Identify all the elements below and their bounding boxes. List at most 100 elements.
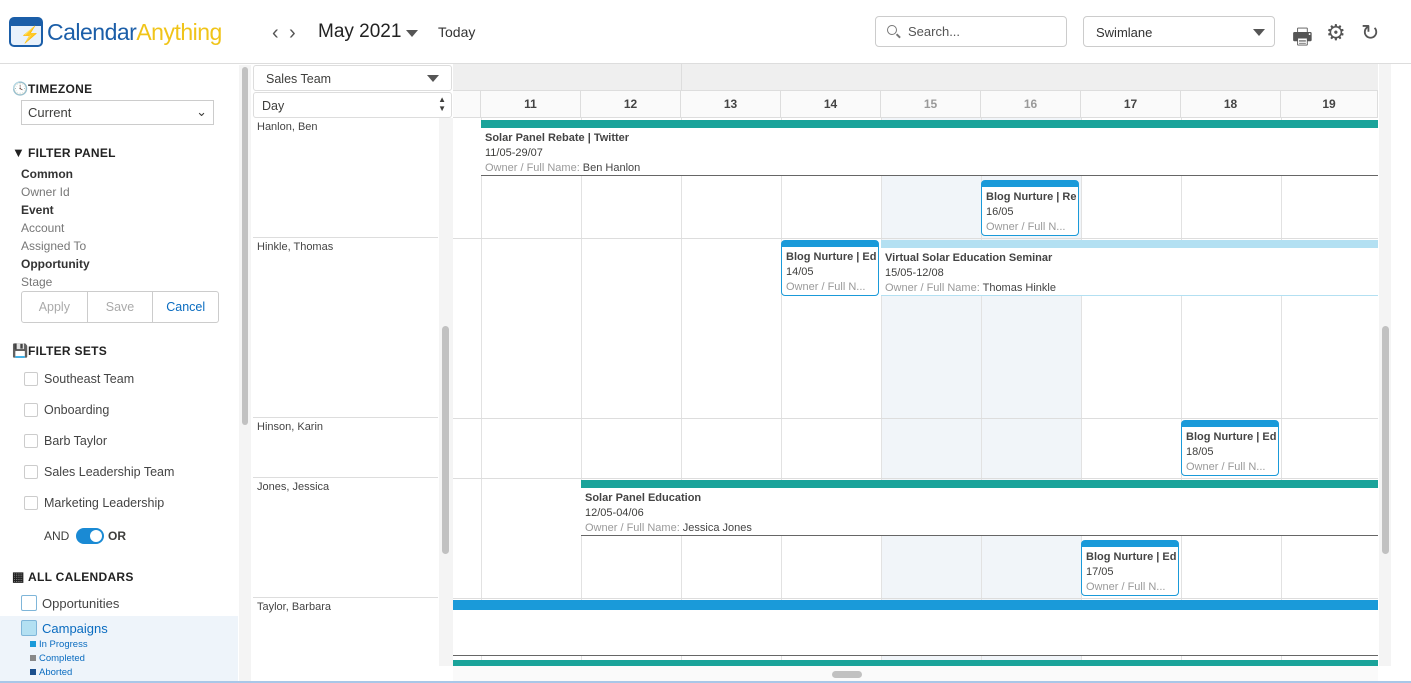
lane-label: Jones, Jessica [253, 478, 438, 598]
day-header[interactable]: 17 [1081, 91, 1181, 118]
event-solar-panel-education[interactable]: Solar Panel Education 12/05-04/06 Owner / … [581, 480, 1378, 536]
grid-month-header [453, 64, 1378, 91]
checkbox [24, 496, 38, 510]
refresh-icon[interactable]: ↻ [1361, 20, 1380, 45]
filter-group-opportunity: Opportunity [21, 257, 90, 271]
save-icon: 💾 [12, 343, 29, 358]
gear-icon[interactable]: ⚙ [1326, 20, 1346, 45]
day-gridline [1281, 118, 1282, 665]
month-dropdown-icon[interactable] [406, 30, 418, 37]
app-header: ⚡ CalendarAnything ‹ › May 2021 Today Se… [0, 0, 1411, 64]
group-select[interactable]: Sales Team [253, 65, 452, 91]
month-picker[interactable]: May 2021 [318, 21, 402, 42]
day-header[interactable]: 12 [581, 91, 681, 118]
filter-panel-heading: ▼ FILTER PANEL [12, 145, 116, 160]
filter-group-event: Event [21, 203, 54, 217]
clock-icon: 🕓 [12, 81, 29, 96]
chevron-down-icon [1253, 29, 1265, 36]
checkbox [24, 372, 38, 386]
checkbox [24, 403, 38, 417]
event-taylor-campaign[interactable] [453, 600, 1378, 656]
or-label: OR [108, 529, 126, 543]
print-icon[interactable]: 🖶 [1292, 24, 1313, 49]
checkbox [24, 434, 38, 448]
calendar-opportunities[interactable]: Opportunities [21, 595, 119, 611]
day-header[interactable]: 15 [881, 91, 981, 118]
filter-owner-id[interactable]: Owner Id [21, 185, 70, 199]
day-gridline [881, 118, 882, 665]
day-gridline [981, 118, 982, 665]
save-button[interactable]: Save [88, 292, 154, 322]
today-button[interactable]: Today [438, 24, 476, 40]
filter-group-common: Common [21, 167, 73, 181]
status-aborted[interactable]: Aborted [30, 667, 72, 678]
lane-label: Hinkle, Thomas [253, 238, 438, 418]
calendar-icon: ▦ [12, 569, 25, 584]
filter-assigned-to[interactable]: Assigned To [21, 239, 87, 253]
sidebar-scrollbar[interactable] [239, 65, 251, 683]
status-completed[interactable]: Completed [30, 653, 85, 664]
view-select[interactable]: Swimlane [1083, 16, 1275, 47]
event-blog-nurture[interactable]: Blog Nurture | Ed 17/05 Owner / Full N... [1081, 540, 1179, 596]
all-calendars-heading: ▦ ALL CALENDARS [12, 569, 134, 584]
event-virtual-solar-seminar[interactable]: Virtual Solar Education Seminar 15/05-12/… [881, 240, 1378, 296]
timezone-select[interactable]: Current ⌄ [21, 100, 214, 125]
search-icon [887, 25, 897, 35]
day-gridline [781, 118, 782, 665]
day-gridline [681, 118, 682, 665]
event-taylor-campaign-2[interactable] [453, 660, 1378, 667]
day-header-partial [453, 91, 481, 118]
calendar-campaigns[interactable]: Campaigns [21, 620, 108, 636]
filter-set-item[interactable]: Onboarding [24, 403, 109, 417]
day-header[interactable]: 13 [681, 91, 781, 118]
search-input[interactable]: Search... [875, 16, 1067, 47]
day-gridline [1081, 118, 1082, 665]
checkbox [21, 595, 37, 611]
filter-set-item[interactable]: Marketing Leadership [24, 496, 164, 510]
filter-sets-heading: 💾FILTER SETS [12, 343, 108, 358]
status-in-progress[interactable]: In Progress [30, 639, 88, 650]
filter-set-item[interactable]: Southeast Team [24, 372, 134, 386]
lane-label: Taylor, Barbara [257, 601, 331, 613]
day-header[interactable]: 16 [981, 91, 1081, 118]
day-gridline [581, 118, 582, 665]
chevron-down-icon: ⌄ [196, 104, 207, 119]
campaigns-selected-bg [0, 616, 238, 683]
filter-actions: Apply Save Cancel [21, 291, 219, 323]
and-or-toggle[interactable] [76, 528, 104, 544]
day-gridline [481, 118, 482, 665]
day-header[interactable]: 14 [781, 91, 881, 118]
day-header[interactable]: 18 [1181, 91, 1281, 118]
event-solar-panel-rebate[interactable]: Solar Panel Rebate | Twitter 11/05-29/07 O… [481, 120, 1378, 176]
logo: CalendarAnything [47, 19, 222, 45]
day-header[interactable]: 19 [1281, 91, 1378, 118]
cancel-button[interactable]: Cancel [166, 300, 206, 314]
grid-vertical-scrollbar[interactable] [1379, 64, 1391, 666]
apply-button[interactable]: Apply [22, 292, 88, 322]
lane-label: Hanlon, Ben [253, 118, 438, 238]
calendar-logo-icon: ⚡ [9, 17, 43, 47]
event-blog-nurture[interactable]: Blog Nurture | Re 16/05 Owner / Full N... [981, 180, 1079, 236]
day-header[interactable]: 11 [481, 91, 581, 118]
timezone-heading: 🕓TIMEZONE [12, 81, 93, 96]
lane-label: Hinson, Karin [253, 418, 438, 478]
lane-scrollbar[interactable] [439, 118, 453, 666]
scale-select[interactable]: Day ▲ ▼ [253, 92, 452, 118]
grid-horizontal-scrollbar[interactable] [453, 666, 1378, 683]
sort-arrows-icon: ▲ ▼ [438, 95, 446, 113]
filter-account[interactable]: Account [21, 221, 65, 235]
prev-month-button[interactable]: ‹ [272, 22, 279, 44]
filter-set-item[interactable]: Barb Taylor [24, 434, 107, 448]
chevron-down-icon [427, 75, 439, 82]
checkbox [24, 465, 38, 479]
and-label: AND [44, 529, 70, 543]
checkbox [21, 620, 37, 636]
sidebar: 🕓TIMEZONE Current ⌄ ▼ FILTER PANEL Common … [0, 65, 238, 683]
filter-icon: ▼ [12, 145, 26, 160]
day-gridline [1181, 118, 1182, 665]
next-month-button[interactable]: › [289, 22, 296, 44]
filter-stage[interactable]: Stage [21, 275, 53, 289]
event-blog-nurture[interactable]: Blog Nurture | Ed 18/05 Owner / Full N... [1181, 420, 1279, 476]
filter-set-item[interactable]: Sales Leadership Team [24, 465, 174, 479]
event-blog-nurture[interactable]: Blog Nurture | Ed 14/05 Owner / Full N... [781, 240, 879, 296]
